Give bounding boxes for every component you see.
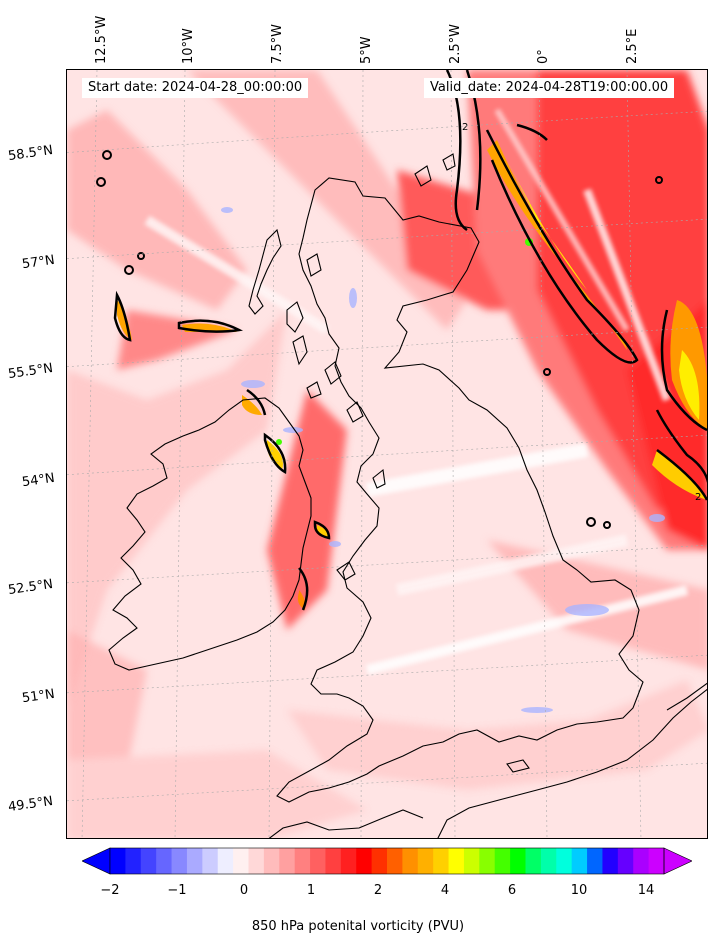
lon-label: 10°W	[181, 28, 196, 64]
colorbar-bin	[602, 848, 619, 874]
lon-label: 5°W	[359, 36, 374, 64]
lon-label: 12.5°W	[94, 15, 109, 64]
colorbar-bin	[217, 848, 234, 874]
colorbar-bin	[140, 848, 157, 874]
map-frame: 2 2	[66, 69, 708, 839]
colorbar-bin	[310, 848, 326, 874]
lat-label: 51°N	[21, 686, 56, 707]
lat-label: 49.5°N	[7, 793, 54, 816]
pv-contours	[113, 70, 707, 611]
coastlines	[108, 153, 707, 838]
pv-high-band	[117, 140, 707, 610]
colorbar-tick: 2	[373, 883, 383, 898]
lon-label: 0°	[536, 49, 551, 64]
colorbar-bin	[525, 848, 542, 874]
colorbar-bin	[171, 848, 188, 874]
colorbar-bin	[263, 848, 280, 874]
colorbar-bin	[356, 848, 373, 874]
colorbar-bin	[125, 848, 142, 874]
pv-field-map: 2 2	[67, 70, 707, 838]
colorbar-tick: 0	[239, 883, 249, 898]
colorbar-bin	[248, 848, 265, 874]
pv-small-rings	[96, 150, 663, 529]
colorbar-bin	[371, 848, 388, 874]
colorbar-bin	[617, 848, 634, 874]
colorbar-bin	[110, 848, 126, 874]
colorbar-bin	[571, 848, 588, 874]
colorbar-bin	[510, 848, 526, 874]
pv-negative-patches	[221, 207, 665, 713]
start-date-label: Start date: 2024-04-28_00:00:00	[82, 78, 309, 98]
colorbar-bin	[556, 848, 573, 874]
colorbar-bin	[325, 848, 342, 874]
lat-label: 58.5°N	[7, 142, 54, 165]
lon-label: 7.5°W	[270, 23, 285, 64]
colorbar-bin	[202, 848, 219, 874]
colorbar-tick: −2	[100, 883, 120, 898]
colorbar-bin	[279, 848, 296, 874]
colorbar-bin	[294, 848, 311, 874]
lon-label: 2.5°E	[625, 28, 640, 64]
colorbar-bin	[494, 848, 511, 874]
colorbar-bin	[156, 848, 173, 874]
colorbar-outline	[109, 847, 665, 875]
lat-label: 52.5°N	[7, 576, 54, 599]
colorbar-bin	[540, 848, 557, 874]
colorbar	[82, 847, 692, 875]
map-gridlines	[67, 70, 707, 838]
lat-label: 55.5°N	[7, 360, 54, 383]
colorbar-bin	[448, 848, 465, 874]
colorbar-bin	[648, 848, 665, 874]
colorbar-bin	[633, 848, 650, 874]
colorbar-bin	[417, 848, 434, 874]
colorbar-tick: 14	[637, 883, 655, 898]
contour-label: 2	[462, 122, 468, 133]
colorbar-bin	[433, 848, 450, 874]
lat-label: 57°N	[21, 252, 56, 273]
colorbar-label: 850 hPa potenital vorticity (PVU)	[251, 919, 465, 934]
lat-label: 54°N	[21, 470, 56, 491]
lon-label: 2.5°W	[448, 23, 463, 64]
colorbar-tick: 4	[440, 883, 450, 898]
colorbar-arrow-high	[663, 847, 692, 875]
colorbar-bin	[402, 848, 419, 874]
valid-date-label: Valid_date: 2024-04-28T19:00:00.00	[424, 78, 675, 98]
contour-label: 2	[695, 492, 701, 503]
colorbar-bin	[463, 848, 480, 874]
colorbar-bin	[479, 848, 496, 874]
colorbar-arrow-low	[82, 847, 111, 875]
colorbar-tick: 6	[507, 883, 517, 898]
colorbar-bin	[387, 848, 403, 874]
pv-low-streaks	[144, 108, 689, 675]
colorbar-tick: 10	[570, 883, 588, 898]
colorbar-tick: 1	[306, 883, 316, 898]
colorbar-tick: −1	[167, 883, 187, 898]
colorbar-bin	[233, 848, 249, 874]
colorbar-bin	[340, 848, 357, 874]
colorbar-bin	[587, 848, 603, 874]
colorbar-bin	[186, 848, 203, 874]
